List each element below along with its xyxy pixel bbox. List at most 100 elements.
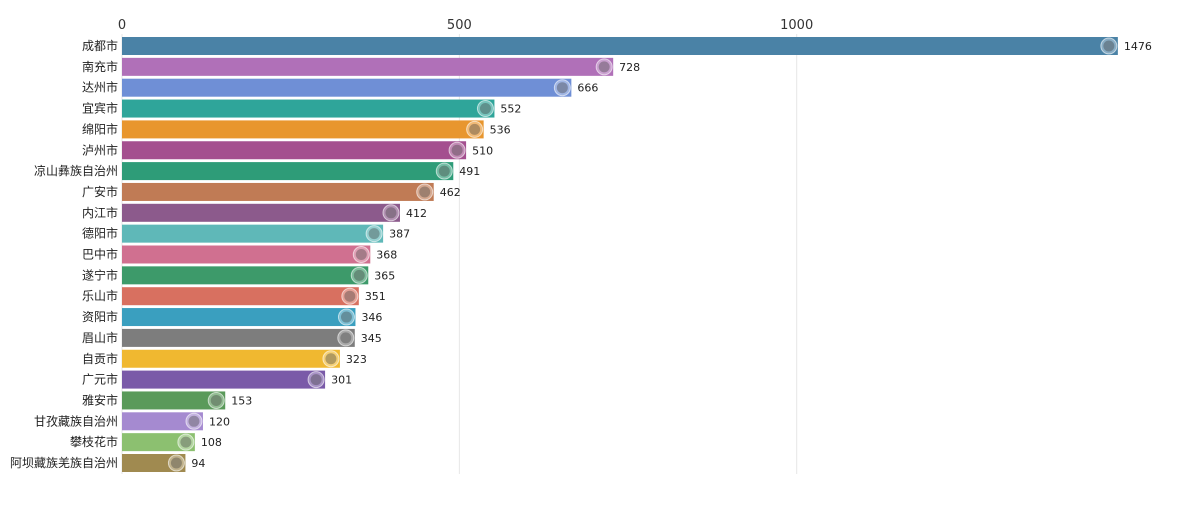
value-label: 412 xyxy=(406,207,427,220)
category-label: 资阳市 xyxy=(82,309,118,324)
bar xyxy=(122,328,355,347)
bar-end-icon-inner xyxy=(353,269,365,281)
bar-end-icon-inner xyxy=(180,436,192,448)
bar-end-icon xyxy=(553,79,571,97)
category-label: 眉山市 xyxy=(82,330,118,345)
bar-end-icon-inner xyxy=(479,103,491,115)
bar xyxy=(122,203,400,222)
category-label: 内江市 xyxy=(82,205,118,220)
bar-end-icon xyxy=(341,287,359,305)
category-label: 南充市 xyxy=(82,59,118,74)
value-label: 351 xyxy=(365,290,386,303)
category-labels: 成都市南充市达州市宜宾市绵阳市泸州市凉山彝族自治州广安市内江市德阳市巴中市遂宁市… xyxy=(10,38,118,470)
bar xyxy=(122,224,384,243)
bar-end-icon xyxy=(337,308,355,326)
value-label: 552 xyxy=(500,103,521,116)
bar-end-icon xyxy=(167,454,185,472)
value-label: 120 xyxy=(209,415,230,428)
bar xyxy=(122,287,359,306)
category-label: 凉山彝族自治州 xyxy=(34,163,118,178)
bar-end-icon-inner xyxy=(170,457,182,469)
bar-end-icon-inner xyxy=(368,228,380,240)
value-label: 323 xyxy=(346,353,367,366)
bar-end-icon-inner xyxy=(598,61,610,73)
category-label: 达州市 xyxy=(82,80,118,95)
bar-end-icon-inner xyxy=(438,165,450,177)
bar xyxy=(122,99,495,118)
value-label: 108 xyxy=(201,436,222,449)
category-label: 绵阳市 xyxy=(82,121,118,136)
value-label: 94 xyxy=(191,457,205,470)
bar-end-icon xyxy=(337,329,355,347)
bar xyxy=(122,182,434,201)
bar xyxy=(122,266,369,285)
bar-end-icon xyxy=(382,204,400,222)
value-label: 346 xyxy=(361,311,382,324)
bar-end-icon-inner xyxy=(419,186,431,198)
bar-end-icon-inner xyxy=(556,82,568,94)
category-label: 攀枝花市 xyxy=(70,434,118,449)
value-label: 728 xyxy=(619,61,640,74)
bar-end-icon xyxy=(177,433,195,451)
bar xyxy=(122,308,356,327)
category-label: 遂宁市 xyxy=(82,267,118,282)
bar xyxy=(122,245,371,264)
category-label: 甘孜藏族自治州 xyxy=(34,414,118,428)
bar xyxy=(122,412,203,431)
value-label: 368 xyxy=(376,249,397,262)
bar-end-icon-inner xyxy=(355,249,367,260)
value-labels: 1476 728 666 552 536 510 491 462 412 387 368 365 351… xyxy=(191,40,1151,470)
bar-end-icon xyxy=(476,100,494,118)
bar-end-icon-inner xyxy=(344,290,356,302)
value-label: 365 xyxy=(374,269,395,282)
bar xyxy=(122,391,226,410)
value-label: 301 xyxy=(331,374,352,387)
bar xyxy=(122,57,614,76)
bar-end-icon-inner xyxy=(1103,40,1115,52)
bar-end-icon xyxy=(435,162,453,180)
bar-end-icon-inner xyxy=(340,311,352,323)
category-label: 广元市 xyxy=(82,372,118,387)
bar xyxy=(122,78,572,97)
bar-end-icon xyxy=(350,266,368,284)
bar-end-icon-inner xyxy=(451,144,463,156)
bar-end-icon xyxy=(185,412,203,430)
value-label: 387 xyxy=(389,228,410,241)
category-label: 成都市 xyxy=(82,38,118,53)
tick-label: 500 xyxy=(447,18,472,33)
bar-end-icon xyxy=(416,183,434,201)
bar-end-icon xyxy=(595,58,613,76)
bar xyxy=(122,162,454,181)
value-label: 345 xyxy=(361,332,382,345)
value-label: 1476 xyxy=(1124,40,1152,53)
tick-label: 1000 xyxy=(780,18,813,33)
bar-end-icon xyxy=(466,120,484,138)
category-label: 广安市 xyxy=(82,184,118,199)
bar-end-icon-inner xyxy=(310,374,322,386)
category-label: 雅安市 xyxy=(82,392,118,407)
category-label: 自贡市 xyxy=(82,351,118,366)
value-label: 491 xyxy=(459,165,480,178)
value-label: 510 xyxy=(472,144,493,157)
bars xyxy=(122,37,1118,472)
tick-label: 0 xyxy=(118,18,126,33)
bar-end-icon xyxy=(365,225,383,243)
bar xyxy=(122,141,467,160)
category-label: 巴中市 xyxy=(82,247,118,262)
category-label: 乐山市 xyxy=(82,288,118,303)
bar-end-icon xyxy=(322,350,340,368)
bar-end-icon-inner xyxy=(188,415,200,427)
value-label: 153 xyxy=(231,394,252,407)
bar xyxy=(122,37,1118,55)
bar xyxy=(122,120,484,139)
bar-end-icon-inner xyxy=(325,353,337,365)
bar-end-icon-inner xyxy=(385,207,397,219)
category-label: 泸州市 xyxy=(82,142,118,157)
bar-end-icon xyxy=(307,371,325,389)
bar xyxy=(122,370,326,389)
x-axis-ticks: 0 500 1000 xyxy=(118,18,813,33)
bar xyxy=(122,433,195,452)
bar-end-icon xyxy=(207,391,225,409)
category-label: 阿坝藏族羌族自治州 xyxy=(10,456,118,470)
